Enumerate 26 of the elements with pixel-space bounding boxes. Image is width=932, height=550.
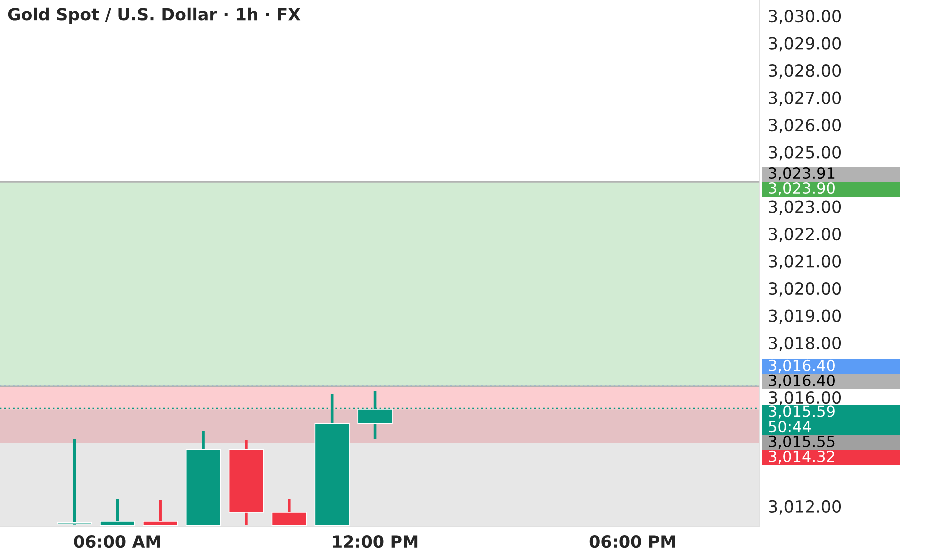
candlestick (57, 438, 92, 527)
x-tick-label: 12:00 PM (333, 536, 418, 548)
y-tick-label: 3,021.00 (769, 255, 842, 270)
ref-line-label: 3,016.40 (769, 374, 835, 388)
y-tick-label: 3,030.00 (769, 10, 842, 24)
y-tick-label: 3,012.00 (769, 500, 842, 515)
y-tick-label: 3,022.00 (769, 228, 842, 242)
band-label: 3,014.32 (769, 450, 834, 464)
y-tick-label: 3,019.00 (769, 310, 842, 324)
y-tick-label: 3,016.00 (769, 391, 842, 406)
y-tick-label: 3,029.00 (769, 37, 842, 52)
y-tick-label: 3,020.00 (769, 282, 842, 297)
chart-title: Gold Spot / U.S. Dollar · 1h · FX (8, 8, 301, 24)
y-tick-label: 3,018.00 (769, 336, 842, 352)
y-tick-label: 3,028.00 (769, 64, 842, 79)
band-label: 3,015.55 (769, 436, 835, 449)
band-label: 3,023.90 (769, 182, 835, 196)
y-tick-label: 3,023.00 (769, 200, 842, 216)
ref-line-label: 3,023.91 (769, 168, 835, 181)
x-tick-label: 06:00 PM (590, 536, 676, 548)
y-tick-label: 3,026.00 (769, 119, 842, 134)
y-tick-label: 3,027.00 (769, 92, 842, 106)
ref-line-label: 3,015.59 50:44 (769, 406, 835, 433)
ref-line-label: 3,016.40 (769, 360, 835, 373)
y-tick-label: 3,025.00 (769, 146, 842, 161)
x-tick-label: 06:00 AM (74, 536, 160, 548)
